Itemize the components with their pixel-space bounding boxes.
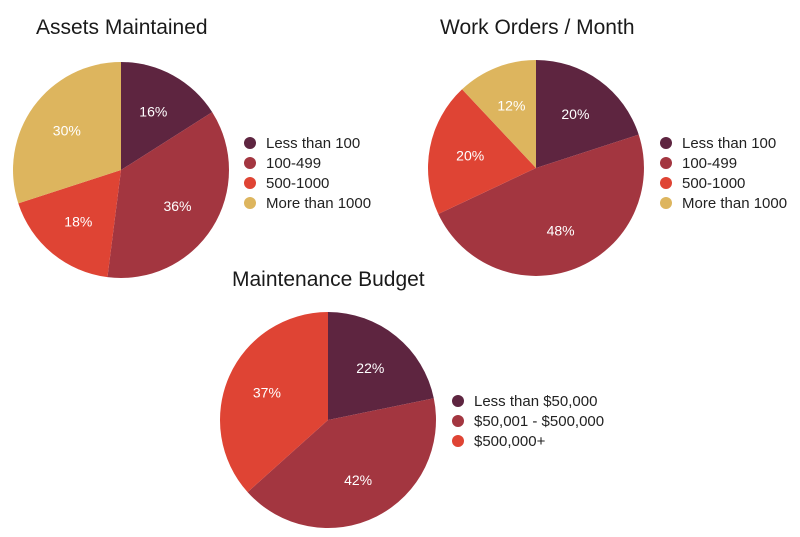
legend-swatch: [660, 157, 672, 169]
slice-label: 12%: [497, 98, 525, 114]
slice-label: 37%: [253, 385, 281, 401]
legend-item: More than 1000: [244, 193, 371, 213]
legend-label: 500-1000: [682, 174, 746, 192]
legend-label: Less than 100: [682, 134, 777, 152]
legend-item: $50,001 - $500,000: [452, 411, 604, 431]
slice-label: 36%: [163, 198, 191, 214]
pie-slice: [219, 312, 328, 493]
slice-label: 22%: [356, 360, 384, 376]
pie-slice: [18, 170, 121, 278]
legend-label: Less than $50,000: [474, 392, 598, 410]
legend-label: $50,001 - $500,000: [474, 412, 605, 430]
legend-swatch: [660, 177, 672, 189]
legend-item: Less than $50,000: [452, 391, 604, 411]
pie-slice: [328, 312, 434, 420]
pie-slice: [428, 89, 536, 214]
pie-slice: [462, 60, 536, 168]
chart-title: Work Orders / Month: [440, 16, 635, 39]
legend-label: $500,000+: [474, 432, 546, 450]
pie-slice: [13, 62, 121, 204]
pie-slice: [247, 398, 437, 529]
legend-swatch: [244, 197, 256, 209]
pie-slice: [107, 112, 230, 279]
slice-label: 30%: [53, 123, 81, 139]
legend-swatch: [452, 415, 464, 427]
chart-title: Assets Maintained: [36, 16, 208, 39]
legend-item: Less than 100: [244, 133, 371, 153]
slice-label: 48%: [547, 222, 575, 238]
slice-label: 42%: [344, 472, 372, 488]
legend-item: 500-1000: [660, 173, 787, 193]
legend-swatch: [452, 395, 464, 407]
legend-swatch: [244, 177, 256, 189]
legend-item: 500-1000: [244, 173, 371, 193]
legend-swatch: [660, 197, 672, 209]
legend-swatch: [660, 137, 672, 149]
legend-item: Less than 100: [660, 133, 787, 153]
legend-label: 500-1000: [266, 174, 330, 192]
slice-label: 20%: [561, 106, 589, 122]
legend-label: More than 1000: [682, 194, 788, 212]
legend-item: More than 1000: [660, 193, 787, 213]
legend-swatch: [452, 435, 464, 447]
slice-label: 20%: [456, 148, 484, 164]
legend-swatch: [244, 137, 256, 149]
legend: Less than $50,000 $50,001 - $500,000 $50…: [452, 391, 604, 451]
legend-swatch: [244, 157, 256, 169]
legend-item: $500,000+: [452, 431, 604, 451]
legend: Less than 100 100-499 500-1000 More than…: [660, 133, 787, 213]
slice-label: 16%: [139, 103, 167, 119]
slice-label: 18%: [64, 214, 92, 230]
legend-label: More than 1000: [266, 194, 372, 212]
pie-slice: [536, 60, 639, 168]
legend-label: 100-499: [682, 154, 738, 172]
legend-label: Less than 100: [266, 134, 361, 152]
chart-title: Maintenance Budget: [232, 268, 425, 291]
legend-item: 100-499: [244, 153, 371, 173]
legend: Less than 100 100-499 500-1000 More than…: [244, 133, 371, 213]
legend-item: 100-499: [660, 153, 787, 173]
pie-slice: [438, 134, 644, 276]
legend-label: 100-499: [266, 154, 322, 172]
pie-slice: [121, 61, 213, 170]
